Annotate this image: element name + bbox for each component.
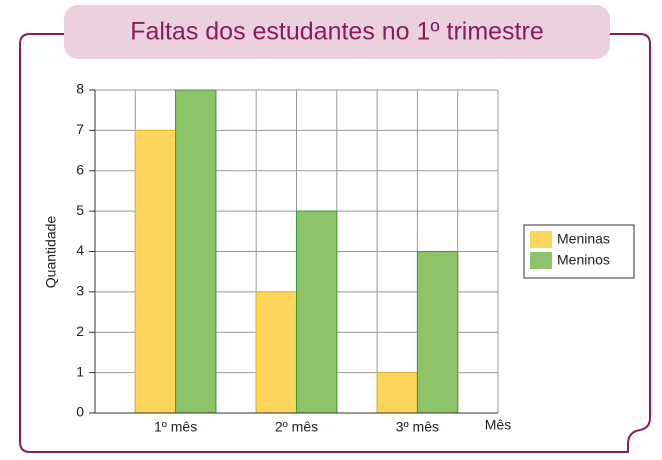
legend-swatch	[530, 231, 552, 248]
y-tick-label: 3	[76, 283, 84, 299]
bar	[296, 210, 338, 414]
y-tick-label: 7	[76, 121, 84, 137]
y-tick-label: 4	[76, 242, 84, 258]
y-tick-label: 2	[76, 323, 84, 339]
x-tick-label: 2º mês	[275, 419, 318, 435]
bar	[416, 251, 459, 414]
title-box	[64, 5, 610, 59]
x-tick-label: 3º mês	[396, 419, 439, 435]
y-axis-label: Quantidade	[43, 216, 59, 289]
y-tick-label: 5	[76, 202, 84, 218]
y-tick-label: 0	[76, 404, 84, 420]
bar	[134, 129, 177, 414]
legend-label: Meninos	[557, 252, 610, 268]
y-tick-label: 8	[76, 81, 84, 97]
x-tick-label: 1º mês	[154, 419, 197, 435]
legend-swatch	[530, 252, 552, 269]
legend-label: Meninas	[557, 231, 610, 247]
x-axis-label: Mês	[485, 417, 511, 433]
bar	[255, 291, 298, 414]
bar	[175, 89, 217, 414]
y-tick-label: 6	[76, 161, 84, 177]
chart-title: Faltas dos estudantes no 1º trimestre	[130, 18, 544, 46]
y-tick-label: 1	[76, 363, 84, 379]
frame	[19, 33, 651, 453]
bar	[376, 372, 418, 414]
